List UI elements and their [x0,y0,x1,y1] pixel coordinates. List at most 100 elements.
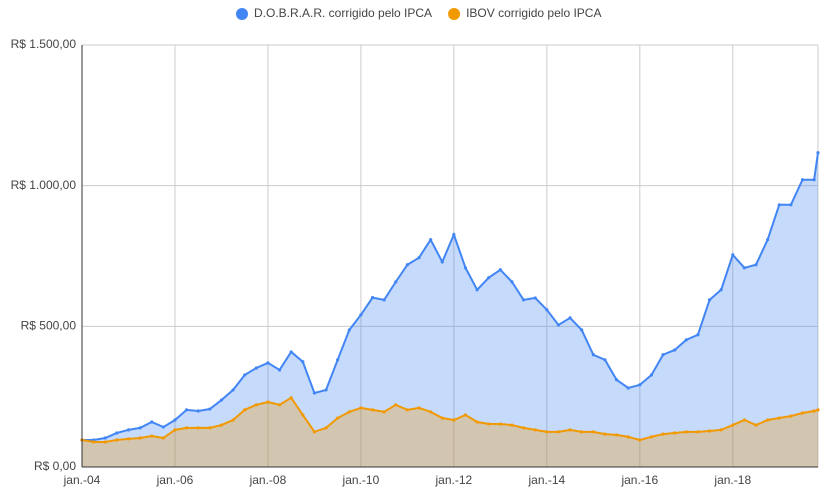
y-tick-label: R$ 500,00 [21,319,77,333]
point [452,233,456,237]
point [731,253,735,257]
point [243,408,247,412]
y-tick-label: R$ 0,00 [34,459,76,473]
point [475,288,479,292]
point [789,414,793,418]
point [289,350,293,354]
point [370,408,375,412]
point [138,436,142,440]
x-tick-label: jan.-06 [156,473,194,487]
point [533,428,537,432]
point [382,298,386,302]
point [324,426,328,430]
legend-marker [448,8,461,20]
point [394,403,398,407]
point [184,408,189,412]
x-tick-label: jan.-16 [620,473,658,487]
y-tick-label: R$ 1.000,00 [11,178,77,192]
point [777,416,781,420]
point [777,203,781,207]
x-tick-label: jan.-12 [435,473,473,487]
point [312,430,317,434]
point [208,407,212,411]
point [754,423,758,427]
point [742,418,747,422]
point [312,391,317,395]
point [522,426,526,430]
point [463,266,468,270]
point [475,420,479,424]
point [219,423,224,427]
point [580,328,584,332]
point [324,388,328,392]
point [347,328,351,332]
point [638,438,642,442]
point [766,238,770,242]
point [498,268,502,272]
point [336,358,340,362]
point [138,426,142,430]
point [161,425,165,429]
point [440,416,444,420]
point [522,298,526,302]
point [816,151,820,155]
point [719,288,723,292]
point [336,416,340,420]
point [626,386,630,390]
point [301,360,305,364]
point [405,408,409,412]
legend-label: IBOV corrigido pelo IPCA [466,6,601,20]
point [816,408,820,412]
point [208,426,212,430]
legend-marker [236,8,248,20]
point [696,333,700,337]
point [603,432,607,436]
point [580,430,584,434]
point [429,410,433,414]
point [510,423,514,427]
point [800,178,805,182]
legend-label: D.O.B.R.A.R. corrigido pelo IPCA [254,6,432,20]
point [614,378,619,382]
point [800,411,805,415]
area [82,152,818,467]
point [115,438,119,442]
point [394,280,398,284]
x-tick-label: jan.-14 [527,473,565,487]
point [556,323,561,327]
point [301,413,305,417]
point [614,433,619,437]
point [173,428,177,432]
point [452,418,456,422]
point [266,400,270,404]
point [126,437,131,441]
point [277,403,282,407]
point [545,430,549,434]
point [150,420,154,424]
point [812,409,816,413]
point [649,435,654,439]
point [254,366,258,370]
point [661,432,665,436]
y-tick-label: R$ 1.500,00 [11,37,77,51]
point [103,440,107,444]
point [359,313,363,317]
x-tick-label: jan.-08 [249,473,287,487]
point [231,388,235,392]
x-tick-label: jan.-04 [63,473,101,487]
point [719,428,723,432]
point [347,410,351,414]
point [684,338,688,342]
point [742,266,747,270]
point [487,276,491,280]
point [591,430,595,434]
point [568,316,572,320]
point [196,426,200,430]
point [649,373,654,377]
x-tick-label: jan.-18 [713,473,751,487]
point [626,435,630,439]
point [173,418,177,422]
point [370,296,375,300]
point [568,428,572,432]
